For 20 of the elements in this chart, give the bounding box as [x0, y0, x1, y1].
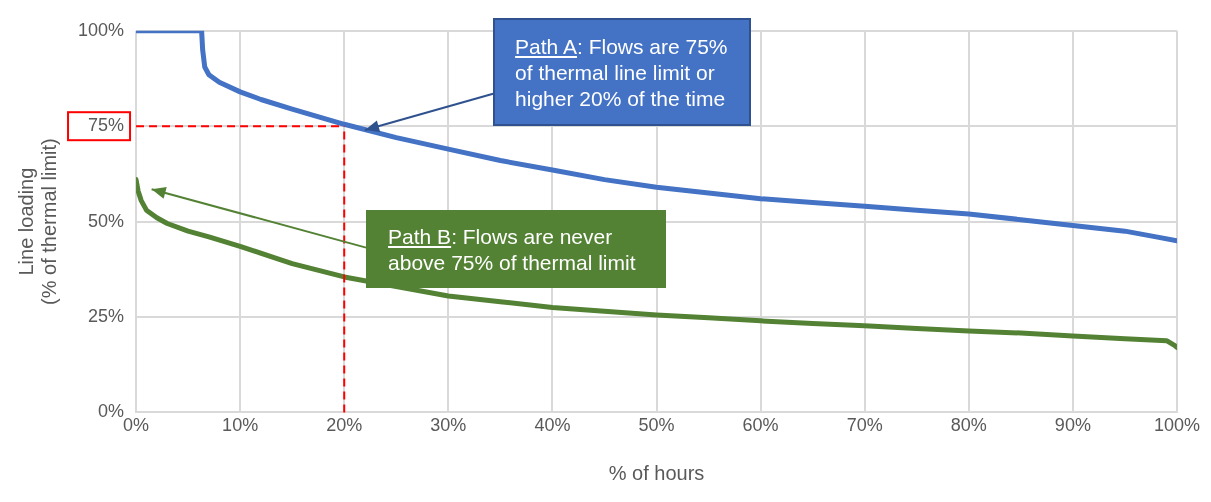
x-tick-label: 30%	[430, 415, 467, 436]
x-tick-label: 50%	[638, 415, 675, 436]
y-tick-label: 75%	[88, 115, 125, 136]
x-tick-label: 80%	[950, 415, 987, 436]
y-axis-title: Line loading (% of thermal limit)	[15, 138, 61, 305]
y-tick-label: 25%	[88, 305, 125, 326]
x-tick-label: 10%	[222, 415, 259, 436]
x-tick-label: 40%	[534, 415, 571, 436]
x-tick-label: 60%	[742, 415, 779, 436]
annotation: Path A: Flows are 75% of thermal line limit or higher 20% of the time	[515, 34, 729, 113]
annotation: Path B: Flows are never above 75% of thermal limit	[388, 224, 637, 277]
x-tick-label: 90%	[1054, 415, 1091, 436]
x-tick-label: 20%	[326, 415, 363, 436]
x-tick-label: 0%	[123, 415, 150, 436]
x-tick-label: 100%	[1153, 415, 1200, 436]
x-axis-title: % of hours	[608, 461, 705, 484]
x-tick-label: 70%	[846, 415, 883, 436]
y-tick-label: 100%	[77, 19, 125, 40]
y-tick-label: 50%	[88, 210, 125, 231]
y-tick-label: 0%	[98, 401, 125, 422]
